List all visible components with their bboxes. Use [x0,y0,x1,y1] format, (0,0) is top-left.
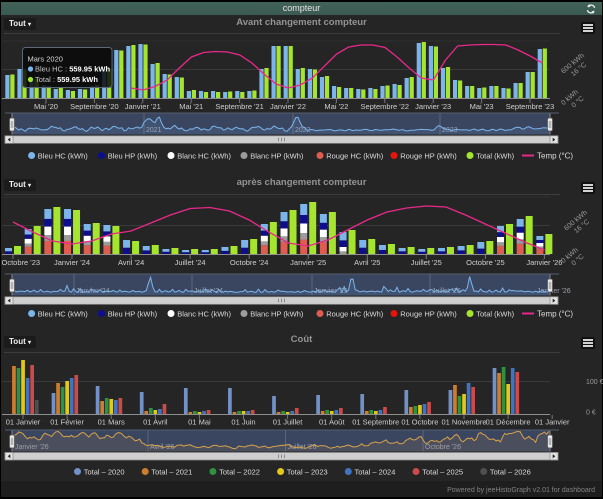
svg-text:Blanc HP (kWh): Blanc HP (kWh) [250,309,304,318]
svg-text:Temp (°C): Temp (°C) [537,152,573,161]
svg-text:2022: 2022 [295,127,311,134]
svg-text:01 Juillet: 01 Juillet [273,418,304,427]
svg-text:Total – 2020: Total – 2020 [84,467,125,476]
svg-text:Janvier '25: Janvier '25 [314,288,348,295]
svg-text:Juillet '25: Juillet '25 [432,288,461,295]
svg-text:01 Avril: 01 Avril [143,418,168,427]
svg-text:Bleu HP (kWh): Bleu HP (kWh) [108,151,158,160]
svg-text:Juillet '24: Juillet '24 [175,258,206,267]
svg-text:Total – 2026: Total – 2026 [490,467,531,476]
svg-text:01 Mai: 01 Mai [188,418,211,427]
svg-text:Janvier '26: Janvier '26 [526,258,562,267]
svg-text:0 €: 0 € [586,410,596,417]
svg-text:Janvier '26: Janvier '26 [15,444,49,451]
svg-text:Octobre '26: Octobre '26 [425,444,461,451]
svg-text:Mai '22: Mai '22 [324,102,348,111]
svg-text:01 Juin: 01 Juin [231,418,255,427]
svg-text:Total – 2025: Total – 2025 [422,467,463,476]
svg-text:01 Octobre: 01 Octobre [401,418,438,427]
svg-text:Bleu HC : 559.95 kWh: Bleu HC : 559.95 kWh [35,65,110,74]
svg-text:Total – 2022: Total – 2022 [219,467,260,476]
svg-text:Total : 559.95 kWh: Total : 559.95 kWh [35,75,98,84]
svg-text:Septembre '22: Septembre '22 [361,102,410,111]
svg-text:Janvier '23: Janvier '23 [415,102,451,111]
svg-text:Juillet '26: Juillet '26 [288,444,317,451]
svg-text:Blanc HP (kWh): Blanc HP (kWh) [250,151,304,160]
svg-text:Janvier '22: Janvier '22 [270,102,306,111]
svg-text:16 °C: 16 °C [572,218,591,235]
svg-text:01 Janvier: 01 Janvier [6,418,41,427]
svg-text:Octobre '25: Octobre '25 [466,258,505,267]
svg-text:01 Septembre: 01 Septembre [352,418,399,427]
svg-text:0 °C: 0 °C [570,94,586,109]
svg-text:Bleu HC (kWh): Bleu HC (kWh) [38,309,89,318]
svg-text:Total – 2024: Total – 2024 [355,467,396,476]
svg-text:100 €: 100 € [586,379,603,386]
svg-text:Avril '25: Avril '25 [354,258,380,267]
svg-text:Rouge HC (kWh): Rouge HC (kWh) [326,309,384,318]
svg-text:Blanc HC (kWh): Blanc HC (kWh) [177,151,231,160]
svg-text:2023: 2023 [442,127,458,134]
svg-text:600 kWh: 600 kWh [560,52,586,75]
svg-text:Total – 2021: Total – 2021 [151,467,192,476]
svg-text:Total (kWh): Total (kWh) [476,151,514,160]
svg-text:01 Janvier: 01 Janvier [535,418,570,427]
svg-text:Janvier '25: Janvier '25 [290,258,326,267]
svg-text:2021: 2021 [146,127,162,134]
svg-text:Mai '21: Mai '21 [179,102,203,111]
svg-text:Janvier '21: Janvier '21 [125,102,161,111]
svg-text:Rouge HP (kWh): Rouge HP (kWh) [400,309,457,318]
svg-text:16 °C: 16 °C [569,61,588,78]
svg-text:Temp (°C): Temp (°C) [537,310,573,319]
svg-text:Janvier '24: Janvier '24 [76,288,110,295]
svg-text:Bleu HP (kWh): Bleu HP (kWh) [108,309,158,318]
svg-text:Mai '20: Mai '20 [34,102,58,111]
svg-text:01 Août: 01 Août [319,418,345,427]
svg-text:01 Novembre: 01 Novembre [441,418,486,427]
svg-text:600 kWh: 600 kWh [563,209,589,232]
svg-text:Rouge HC (kWh): Rouge HC (kWh) [326,151,384,160]
svg-text:Avril '26: Avril '26 [150,444,175,451]
svg-text:Octobre '23: Octobre '23 [2,258,41,267]
svg-text:Juillet '25: Juillet '25 [411,258,442,267]
svg-text:Total (kWh): Total (kWh) [476,309,514,318]
svg-text:Mai '23: Mai '23 [470,102,494,111]
svg-text:Septembre '23: Septembre '23 [506,102,555,111]
svg-text:01 Février: 01 Février [50,418,84,427]
svg-text:Avril '24: Avril '24 [118,258,144,267]
svg-text:0 kWh: 0 kWh [560,247,580,265]
svg-text:Octobre '24: Octobre '24 [230,258,269,267]
svg-text:01 Décembre: 01 Décembre [486,418,531,427]
svg-text:Janvier '24: Janvier '24 [54,258,90,267]
svg-text:Septembre '20: Septembre '20 [70,102,119,111]
svg-text:Total – 2023: Total – 2023 [287,467,328,476]
svg-text:0 kWh: 0 kWh [560,89,580,107]
svg-text:Septembre '21: Septembre '21 [215,102,264,111]
svg-text:Mars 2020: Mars 2020 [28,55,63,64]
svg-text:Blanc HC (kWh): Blanc HC (kWh) [177,309,231,318]
svg-text:Rouge HP (kWh): Rouge HP (kWh) [400,151,457,160]
svg-text:0 °C: 0 °C [570,252,586,267]
svg-text:Janvier '26: Janvier '26 [537,288,571,295]
svg-text:Juillet '24: Juillet '24 [194,288,223,295]
svg-text:Bleu HC (kWh): Bleu HC (kWh) [38,151,89,160]
svg-text:01 Mars: 01 Mars [98,418,125,427]
